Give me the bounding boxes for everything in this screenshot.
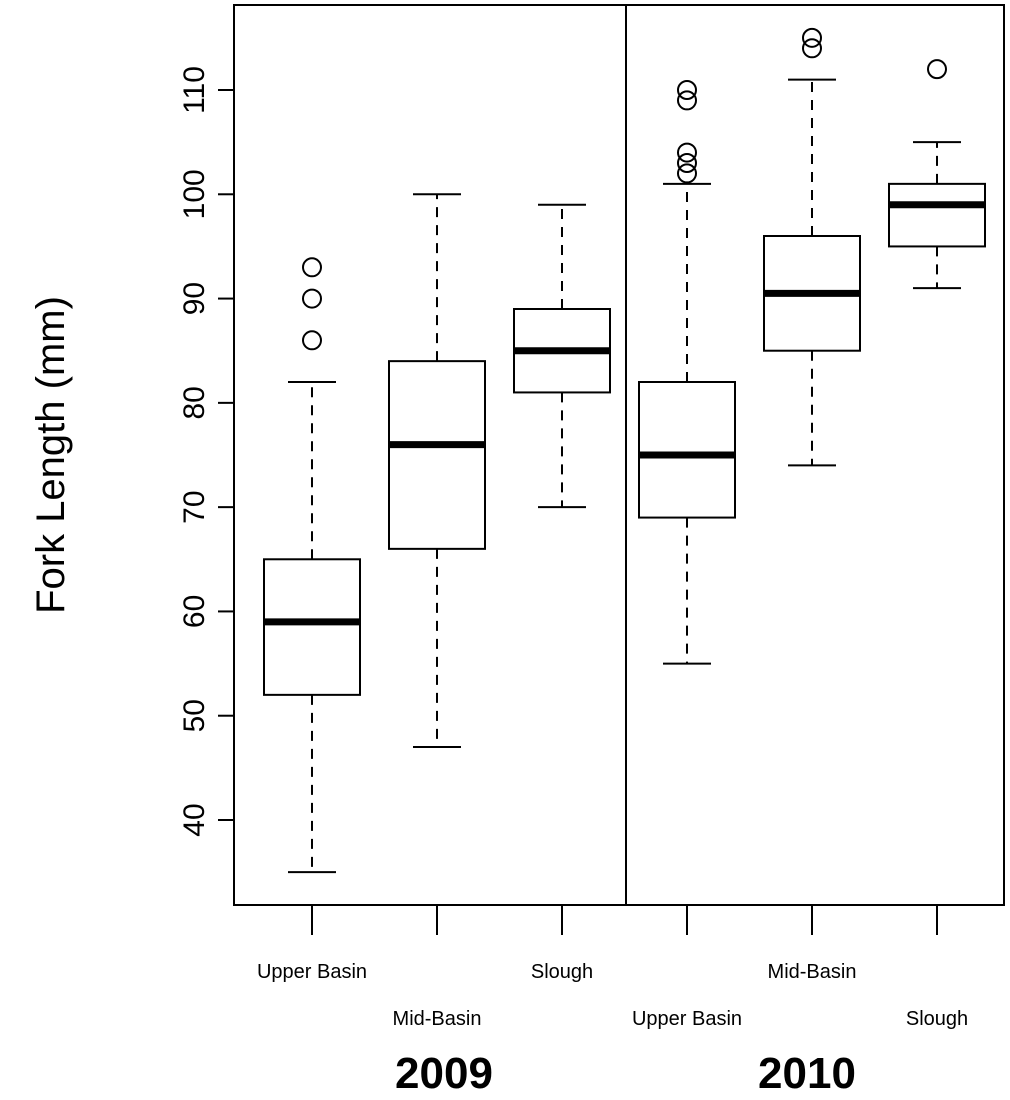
outlier-point [302,330,322,351]
outlier-point [802,27,822,48]
y-tick-label: 50 [178,699,211,732]
x-category-label: Upper Basin [632,1008,742,1030]
outlier-point [927,59,947,80]
y-axis-label: Fork Length (mm) [29,296,73,614]
outlier-point [677,163,697,184]
x-axis: Upper Basin Mid-Basin Slough 2009 Upper Basi… [257,905,968,1098]
y-axis: 40 50 60 70 80 90 100 110 [178,66,234,837]
y-tick-label: 110 [178,66,211,114]
iqr-box [388,360,486,550]
plot-frame [233,4,1005,906]
outlier-point [677,142,697,163]
x-category-label: Upper Basin [257,961,367,983]
outlier-point [677,153,697,173]
x-category-label: Mid-Basin [393,1008,482,1030]
y-tick-label: 70 [178,490,211,523]
box-2010-mid-basin [763,27,861,467]
outlier-point [677,80,697,100]
x-category-label: Slough [906,1008,968,1030]
y-tick-label: 90 [178,282,211,315]
x-category-label: Slough [531,961,593,983]
group-year-label: 2010 [758,1049,856,1098]
outlier-point [302,288,322,309]
outlier-point [302,257,322,278]
y-tick-label: 40 [178,803,211,836]
iqr-box [638,381,736,519]
y-tick-label: 100 [178,169,211,219]
outlier-point [802,38,822,59]
box-2010-slough [888,59,986,290]
x-category-label: Mid-Basin [768,961,857,983]
y-tick-label: 60 [178,595,211,628]
outlier-point [677,90,697,111]
box-2009-slough [513,203,611,509]
y-tick-label: 80 [178,386,211,419]
iqr-box [263,558,361,696]
box-series [263,27,986,874]
box-2009-upper-basin [263,257,361,874]
box-2010-upper-basin [638,80,736,665]
iqr-box [888,182,986,248]
box-2009-mid-basin [388,193,486,748]
group-year-label: 2009 [395,1049,493,1098]
